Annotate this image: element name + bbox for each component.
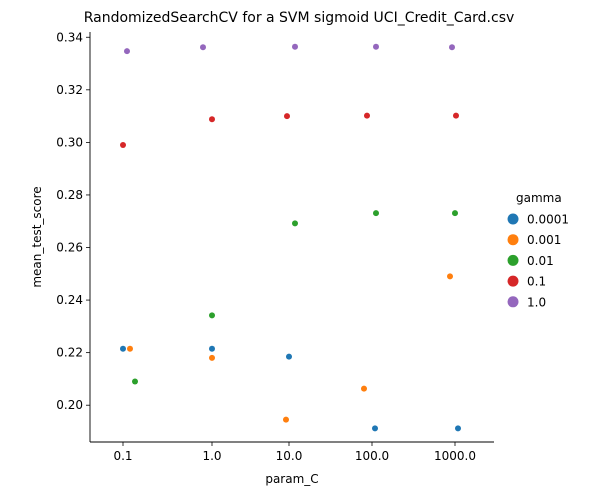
data-point [292, 220, 298, 227]
data-point [209, 312, 215, 319]
y-tick-label: 0.30 [56, 135, 83, 149]
legend-title: gamma [516, 191, 562, 205]
x-tick-label: 10.0 [276, 449, 303, 463]
data-point [372, 425, 378, 432]
legend-label: 0.001 [527, 233, 561, 247]
data-point [453, 112, 459, 119]
data-point [447, 273, 453, 280]
data-point [132, 378, 138, 385]
y-tick-label: 0.28 [56, 188, 83, 202]
data-point [373, 210, 379, 217]
legend-marker [507, 213, 519, 225]
x-tick-label: 100.0 [355, 449, 389, 463]
data-point [127, 345, 133, 352]
data-point [449, 44, 455, 51]
data-point [209, 116, 215, 123]
data-point [373, 43, 379, 50]
legend-marker [507, 234, 519, 246]
plot-area [120, 43, 461, 432]
y-axis-ticks: 0.20 0.22 0.24 0.26 0.28 0.30 0.32 0.34 [56, 30, 90, 412]
legend: gamma 0.0001 0.001 0.01 0.1 1.0 [507, 191, 569, 309]
data-point [292, 43, 298, 50]
legend-label: 0.1 [527, 275, 546, 289]
x-axis-ticks: 0.1 1.0 10.0 100.0 1000.0 [113, 442, 476, 463]
data-point [124, 48, 130, 55]
data-point [200, 44, 206, 51]
data-point [455, 425, 461, 432]
y-tick-label: 0.24 [56, 293, 83, 307]
x-tick-label: 0.1 [113, 449, 132, 463]
data-point [283, 416, 289, 423]
y-tick-label: 0.26 [56, 241, 83, 255]
data-point [361, 385, 367, 392]
y-tick-label: 0.32 [56, 83, 83, 97]
x-tick-label: 1.0 [202, 449, 221, 463]
data-point [364, 112, 370, 119]
data-point [120, 142, 126, 149]
data-point [286, 353, 292, 360]
y-tick-label: 0.34 [56, 30, 83, 44]
legend-label: 0.0001 [527, 213, 569, 227]
legend-label: 0.01 [527, 254, 554, 268]
legend-marker [507, 254, 519, 266]
legend-marker [507, 296, 519, 308]
legend-label: 1.0 [527, 295, 546, 309]
y-axis-label: mean_test_score [30, 186, 44, 287]
x-axis-label: param_C [265, 472, 318, 486]
data-point [284, 113, 290, 120]
data-point [120, 345, 126, 352]
data-point [209, 354, 215, 361]
legend-marker [507, 275, 519, 287]
y-tick-label: 0.22 [56, 346, 83, 360]
chart-title: RandomizedSearchCV for a SVM sigmoid UCI… [84, 10, 515, 26]
y-tick-label: 0.20 [56, 398, 83, 412]
x-tick-label: 1000.0 [434, 449, 476, 463]
data-point [452, 210, 458, 217]
data-point [209, 345, 215, 352]
